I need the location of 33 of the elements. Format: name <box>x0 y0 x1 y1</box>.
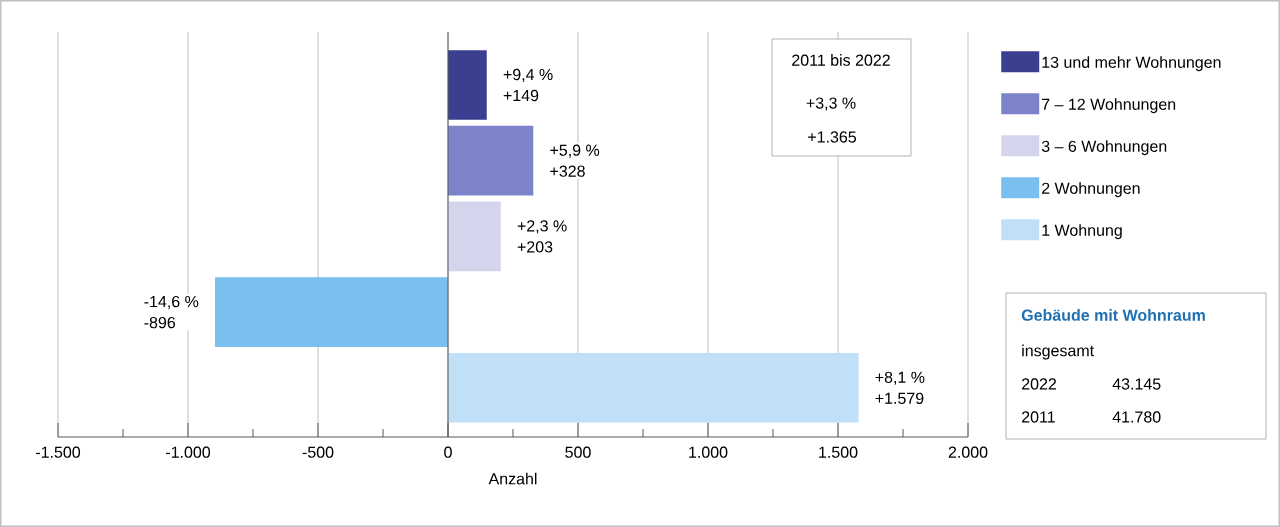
data-label: +1.579 <box>875 392 924 404</box>
data-label: -896 <box>144 316 176 329</box>
x-axis-title: Anzahl <box>488 472 537 485</box>
legend-label: 7 – 12 Wohnungen <box>1042 98 1176 114</box>
data-label: +328 <box>550 165 585 177</box>
annotation: +2,3 % <box>517 220 567 234</box>
annotation: +9,4 % <box>503 68 553 83</box>
text: 43.145 <box>1112 378 1161 390</box>
text: 2022 <box>1022 378 1056 390</box>
text: insgesamt <box>1022 344 1094 360</box>
annotation: -14,6 % <box>144 295 199 310</box>
data-label: +203 <box>517 241 553 253</box>
annotation: +5,9 % <box>550 144 600 158</box>
text: 41.780 <box>1112 411 1161 423</box>
data-label: +149 <box>503 89 539 102</box>
annotation: +3,3 % <box>806 97 856 111</box>
annotation: +8,1 % <box>875 371 925 385</box>
x-tick-label: -500 <box>302 446 334 458</box>
legend-label: 3 – 6 Wohnungen <box>1041 140 1167 156</box>
annotation: +1.365 <box>808 131 857 143</box>
legend-label: 13 und mehr Wohnungen <box>1042 56 1221 72</box>
x-tick-label: 500 <box>565 446 591 458</box>
x-tick-label: 0 <box>444 446 452 458</box>
x-tick-label: -1.500 <box>36 446 81 458</box>
text: 2011 <box>1022 411 1055 423</box>
x-tick-label: 1.500 <box>819 446 858 458</box>
x-tick-label: 1.000 <box>689 446 728 458</box>
text: Gebäude mit Wohnraum <box>1021 309 1205 321</box>
legend-label: 1 Wohnung <box>1042 224 1122 240</box>
legend-label: 2 Wohnungen <box>1042 182 1140 198</box>
x-tick-label: 2.000 <box>948 446 988 458</box>
x-tick-label: -1.000 <box>166 446 211 458</box>
annotation: 2011 bis 2022 <box>792 54 890 66</box>
